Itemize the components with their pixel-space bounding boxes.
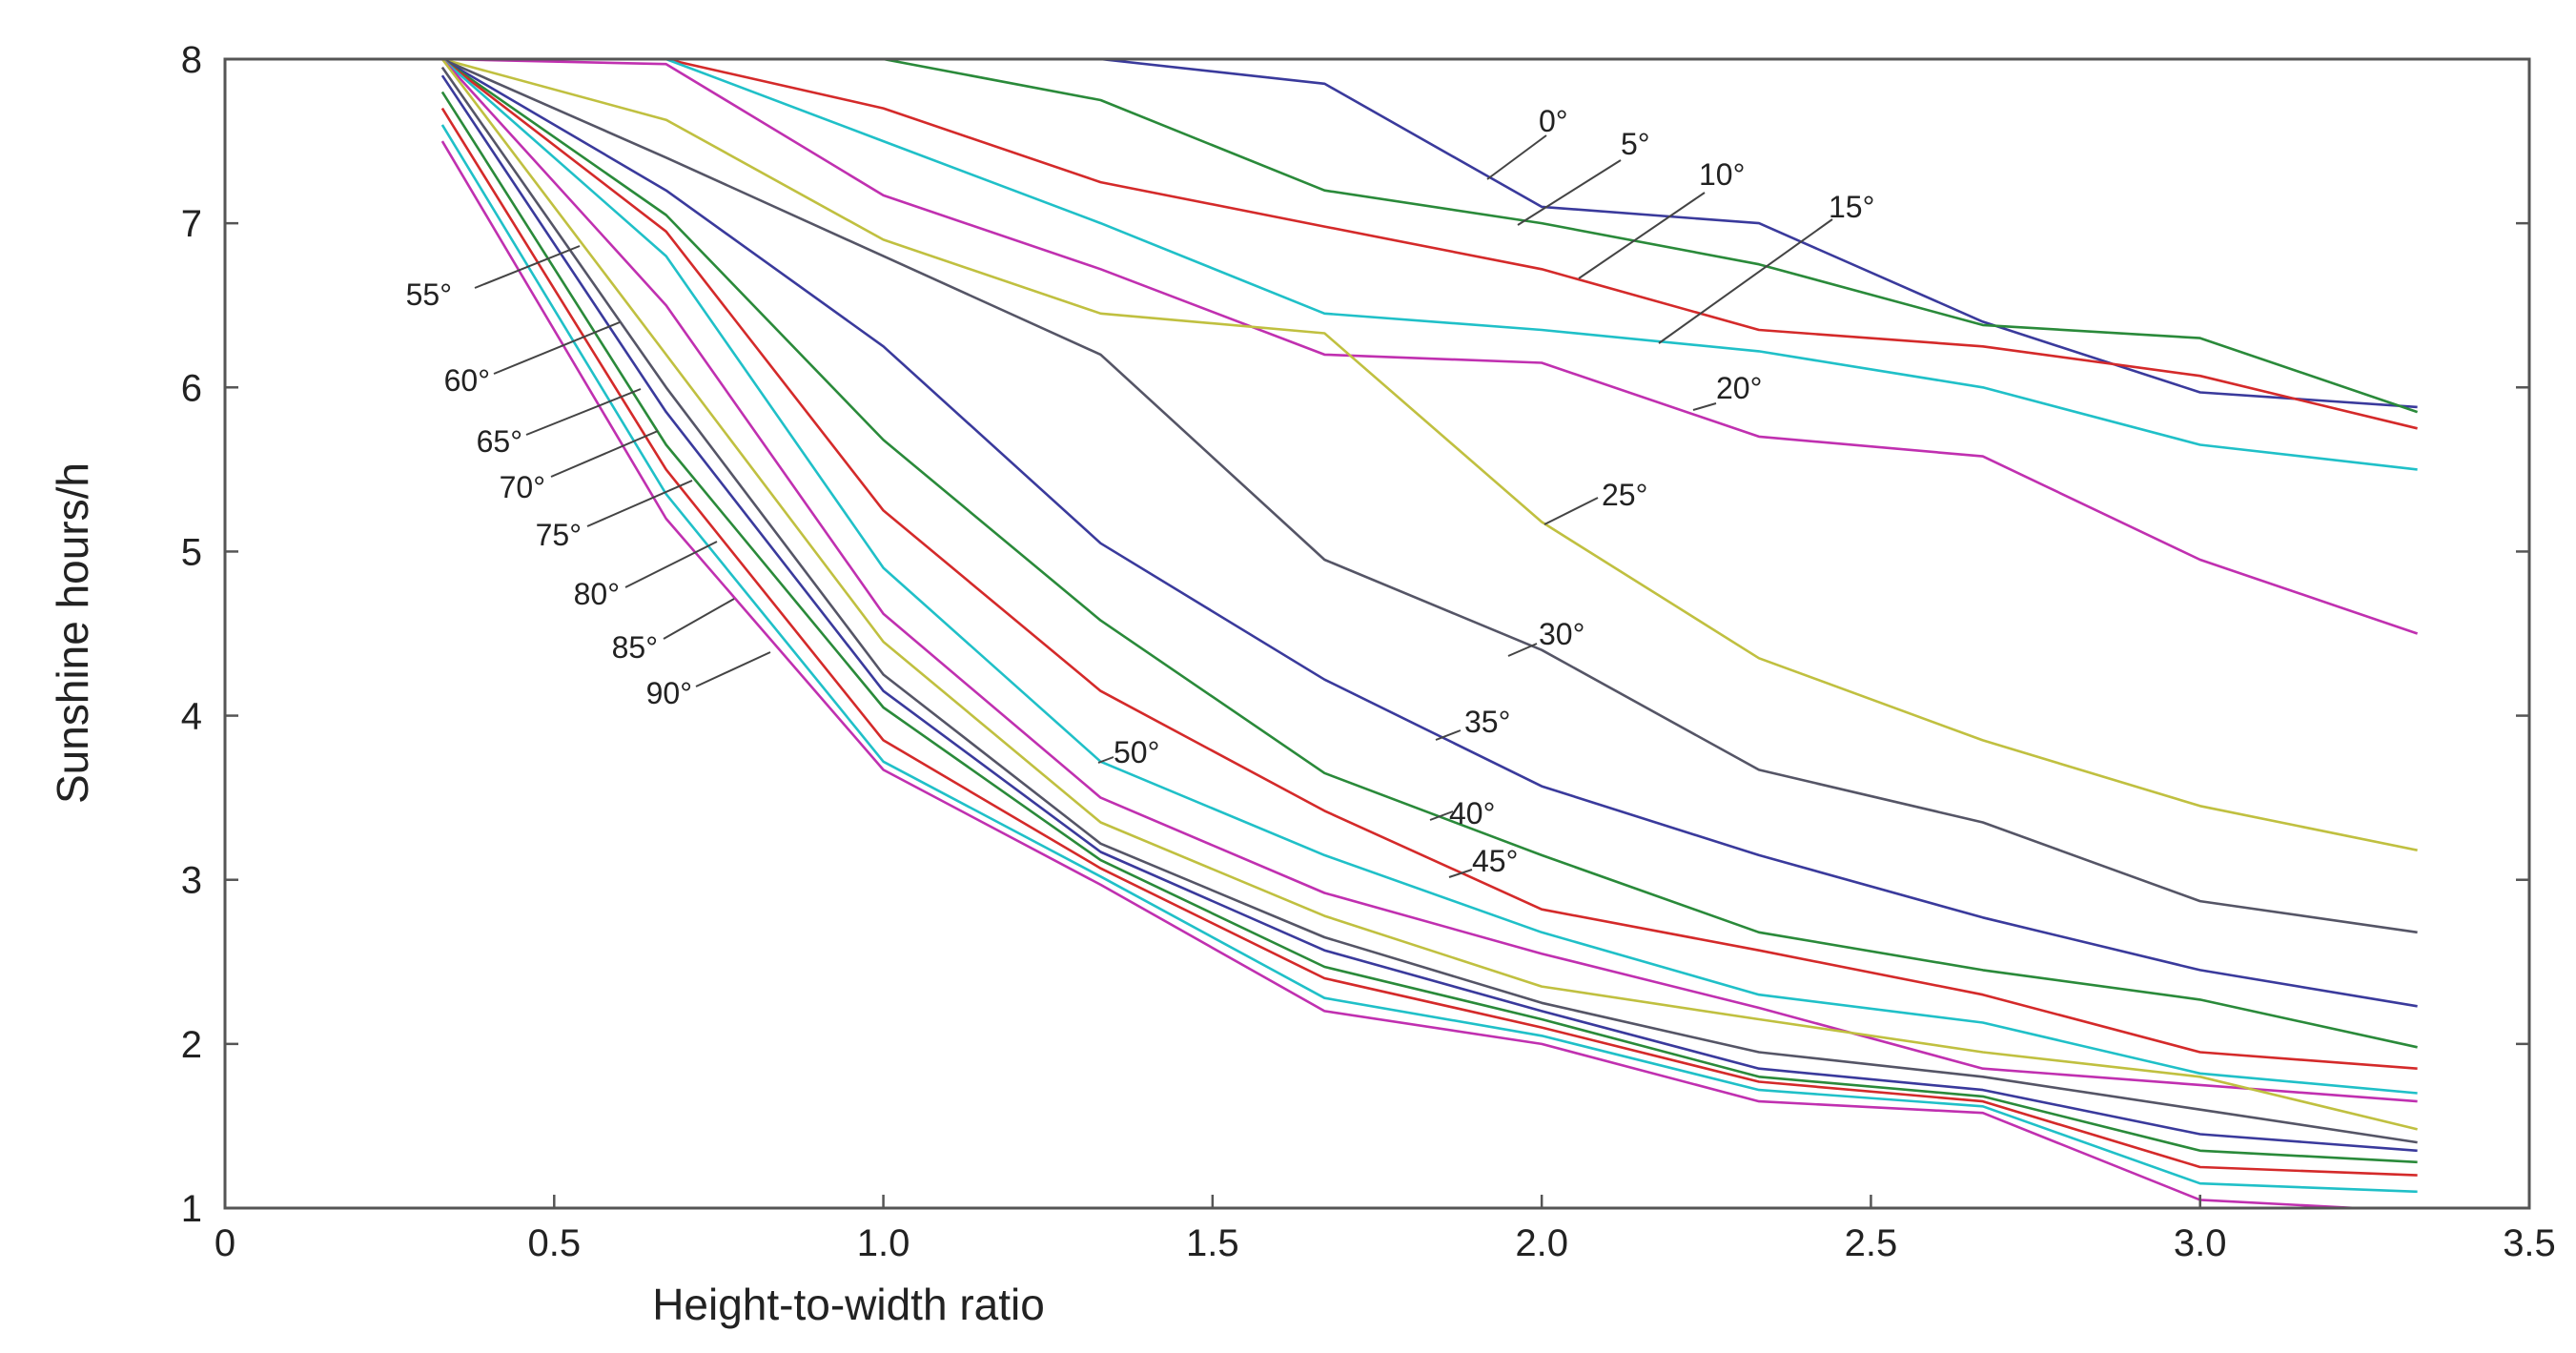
y-tick-label: 6 xyxy=(181,367,202,409)
x-tick-label: 1.0 xyxy=(857,1222,910,1264)
x-tick-label: 0 xyxy=(215,1222,235,1264)
series-line-80deg xyxy=(440,107,2418,1177)
series-label-55deg: 55° xyxy=(406,277,452,312)
series-label-40deg: 40° xyxy=(1449,796,1495,830)
leader-line-0deg xyxy=(1486,134,1547,180)
leader-line-45deg xyxy=(1448,869,1473,878)
series-line-0deg xyxy=(441,59,2418,409)
leader-line-10deg xyxy=(1578,192,1706,279)
series-line-45deg xyxy=(441,59,2418,1070)
x-axis: 0 0.5 1.0 1.5 2.0 2.5 3.0 3.5 xyxy=(215,1195,2556,1264)
series-label-85deg: 85° xyxy=(612,630,658,665)
series-line-60deg xyxy=(440,59,2418,1131)
series-line-20deg xyxy=(441,59,2419,635)
series-line-50deg xyxy=(441,59,2418,1095)
leader-line-80deg xyxy=(624,541,718,588)
leader-line-65deg xyxy=(525,388,642,436)
y-tick-label: 1 xyxy=(181,1188,202,1230)
x-tick-label: 3.5 xyxy=(2503,1222,2556,1264)
y-tick-label: 3 xyxy=(181,860,202,902)
leader-line-85deg xyxy=(663,598,735,640)
leader-line-5deg xyxy=(1517,159,1622,226)
leader-line-30deg xyxy=(1507,643,1538,657)
leader-line-55deg xyxy=(474,245,581,289)
series-label-0deg: 0° xyxy=(1539,104,1568,138)
series-line-10deg xyxy=(441,59,2418,430)
series-label-20deg: 20° xyxy=(1716,371,1762,405)
series-line-35deg xyxy=(441,59,2418,1008)
y-tick-label: 8 xyxy=(181,39,202,81)
leader-line-90deg xyxy=(695,651,771,687)
series-line-70deg xyxy=(440,74,2418,1153)
series-label-70deg: 70° xyxy=(500,470,545,504)
x-tick-label: 0.5 xyxy=(527,1222,581,1264)
series-line-90deg xyxy=(440,140,2380,1208)
plot-area-frame xyxy=(223,57,2531,1210)
y-axis-title: Sunshine hours/h xyxy=(48,462,97,804)
series-line-55deg xyxy=(440,59,2418,1103)
series-line-40deg xyxy=(441,59,2418,1049)
series-line-85deg xyxy=(440,124,2418,1194)
leader-line-50deg xyxy=(1097,756,1114,764)
leader-line-70deg xyxy=(550,430,659,478)
y-tick-label: 4 xyxy=(181,696,202,738)
series-line-65deg xyxy=(440,66,2418,1144)
series-label-10deg: 10° xyxy=(1699,157,1745,192)
series-label-35deg: 35° xyxy=(1464,705,1510,739)
label-leader-lines xyxy=(474,134,1833,878)
series-label-50deg: 50° xyxy=(1114,735,1159,769)
series-label-65deg: 65° xyxy=(477,424,522,459)
series-line-75deg xyxy=(440,91,2418,1164)
x-tick-label: 2.0 xyxy=(1515,1222,1568,1264)
series-label-15deg: 15° xyxy=(1829,190,1874,224)
y-tick-label: 5 xyxy=(181,531,202,573)
leader-line-35deg xyxy=(1435,729,1462,741)
series-label-30deg: 30° xyxy=(1539,617,1584,651)
series-labels: 0° 5° 10° 15° 20° 25° 30° 35° 40° 45° 50° 55° 60° 65°… xyxy=(406,104,1875,878)
leader-line-60deg xyxy=(493,321,621,375)
leader-line-20deg xyxy=(1692,402,1717,411)
x-tick-label: 3.0 xyxy=(2174,1222,2227,1264)
x-tick-label: 2.5 xyxy=(1845,1222,1898,1264)
series-label-75deg: 75° xyxy=(536,518,582,552)
series-line-5deg xyxy=(441,59,2419,414)
series-label-45deg: 45° xyxy=(1472,844,1518,878)
series-label-80deg: 80° xyxy=(574,577,620,611)
x-tick-label: 1.5 xyxy=(1186,1222,1239,1264)
series-label-90deg: 90° xyxy=(646,676,692,710)
series-line-15deg xyxy=(441,59,2418,471)
series-label-25deg: 25° xyxy=(1602,478,1647,512)
x-axis-title: Height-to-width ratio xyxy=(652,1280,1045,1329)
leader-line-75deg xyxy=(586,480,693,527)
series-line-30deg xyxy=(441,59,2418,934)
series-label-60deg: 60° xyxy=(444,363,490,398)
leader-line-15deg xyxy=(1658,218,1833,344)
y-tick-label: 2 xyxy=(181,1024,202,1066)
plot-lines xyxy=(440,59,2419,1208)
y-axis: 1 2 3 4 5 6 7 8 xyxy=(181,39,2529,1230)
leader-line-40deg xyxy=(1429,810,1454,821)
series-label-5deg: 5° xyxy=(1621,127,1650,161)
leader-line-25deg xyxy=(1544,497,1599,525)
series-line-25deg xyxy=(441,59,2418,851)
y-tick-label: 7 xyxy=(181,203,202,245)
